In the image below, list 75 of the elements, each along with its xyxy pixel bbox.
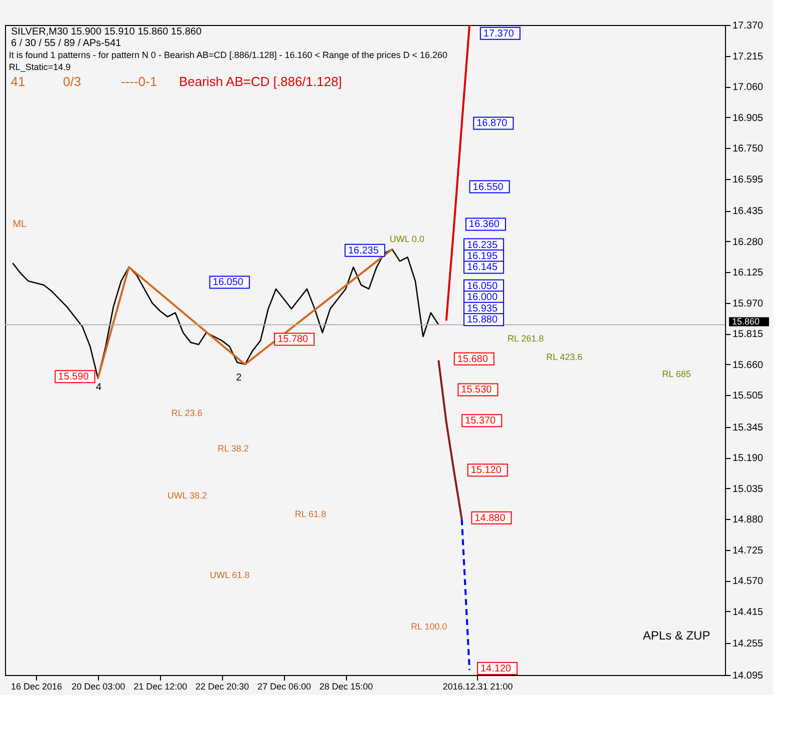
annotation: 15.780	[278, 334, 309, 346]
annotation: ----0-1	[120, 74, 158, 90]
annotation: Bearish AB=CD [.886/1.128]	[178, 74, 342, 90]
annotation: 0/3	[62, 74, 82, 90]
x-tick-label: 2016.12.31 21:00	[442, 682, 513, 692]
annotation: 2	[236, 372, 242, 384]
annotation: 41	[10, 74, 26, 90]
annotation: RL 38.2	[218, 444, 249, 454]
annotation: 15.120	[470, 465, 502, 476]
y-tick-label: 15.345	[732, 422, 764, 434]
annotation: 15.880	[466, 314, 498, 326]
annotation: UWL 61.8	[210, 570, 250, 580]
annotation: 14.120	[480, 663, 512, 674]
ref-line-label: 15.860	[732, 316, 760, 327]
y-tick-label: 14.095	[732, 670, 764, 682]
y-tick-label: 15.660	[732, 360, 764, 371]
annotation: APLs & ZUP	[642, 628, 710, 643]
y-tick-label: 17.060	[732, 82, 764, 94]
x-tick-label: 28 Dec 15:00	[319, 682, 373, 692]
annotation: 17.370	[483, 28, 514, 40]
annotation: ML	[12, 219, 28, 230]
annotation: 16.050	[212, 277, 244, 288]
annotation: RL 685	[662, 368, 691, 379]
annotation: RL 423.6	[546, 352, 582, 362]
annotation: 16.550	[472, 182, 504, 193]
annotation: 15.680	[457, 354, 488, 365]
y-tick-label: 16.905	[732, 112, 764, 124]
y-tick-label: 14.725	[732, 545, 764, 556]
annotation: 16.360	[468, 219, 500, 230]
annotation: 4	[96, 382, 102, 393]
text: 6 / 30 / 55 / 89 / APs-541	[11, 38, 122, 49]
annotation: 16.145	[466, 262, 498, 274]
y-tick-label: 17.215	[732, 51, 764, 62]
annotation: 16.235	[466, 240, 498, 251]
y-tick-label: 16.125	[732, 268, 764, 279]
annotation: 16.050	[466, 280, 498, 292]
annotation: UWL 38.2	[167, 490, 208, 500]
annotation: RL 100.0	[410, 621, 448, 632]
annotation: RL 23.6	[171, 408, 202, 418]
annotation: 16.235	[348, 245, 380, 256]
chart-title: SILVER,M30 15.900 15.910 15.860 15.860	[11, 26, 202, 38]
annotation: 14.880	[474, 512, 506, 524]
annotation: 15.590	[58, 372, 90, 383]
line-series	[12, 248, 440, 379]
annotation: RL_Static=14.9	[8, 62, 71, 72]
annotation: 15.530	[461, 384, 492, 396]
annotation: 16.195	[466, 251, 498, 262]
annotation: 16.870	[476, 118, 508, 130]
y-tick-label: 14.570	[732, 576, 764, 588]
y-tick-label: 15.505	[732, 390, 764, 402]
annotation: 16.000	[466, 292, 498, 304]
y-tick-label: 16.750	[732, 144, 764, 155]
y-tick-label: 15.970	[732, 298, 764, 310]
y-tick-label: 16.280	[732, 236, 764, 248]
y-tick-label: 14.880	[732, 514, 764, 526]
y-tick-label: 15.035	[732, 484, 764, 495]
line-series	[96, 248, 394, 380]
y-tick-label: 15.190	[732, 453, 764, 464]
annotation: 15.370	[465, 416, 496, 427]
x-tick-label: 21 Dec 12:00	[134, 682, 188, 692]
x-tick-label: 16 Dec 2016	[10, 682, 62, 692]
annotation: RL 61.8	[294, 509, 326, 520]
y-tick-label: 16.595	[732, 174, 764, 186]
y-tick-label: 14.255	[732, 638, 764, 650]
y-tick-label: 14.415	[732, 606, 764, 618]
y-tick-label: 16.435	[732, 206, 764, 218]
y-tick-label: 15.815	[732, 329, 764, 340]
x-tick-label: 20 Dec 03:00	[72, 682, 126, 692]
annotation: RL 261.8	[508, 333, 544, 344]
annotation: It is found 1 patterns - for pattern N 0 - Bearish AB=CD [.886/1.128] - 16.160 < Range of the prices D < 16.260	[8, 50, 448, 60]
annotation: 15.935	[466, 303, 498, 314]
x-tick-label: 22 Dec 20:30	[196, 682, 250, 692]
y-tick-label: 17.370	[732, 20, 764, 32]
annotation: UWL 0.0	[390, 234, 424, 244]
x-tick-label: 27 Dec 06:00	[257, 682, 311, 692]
